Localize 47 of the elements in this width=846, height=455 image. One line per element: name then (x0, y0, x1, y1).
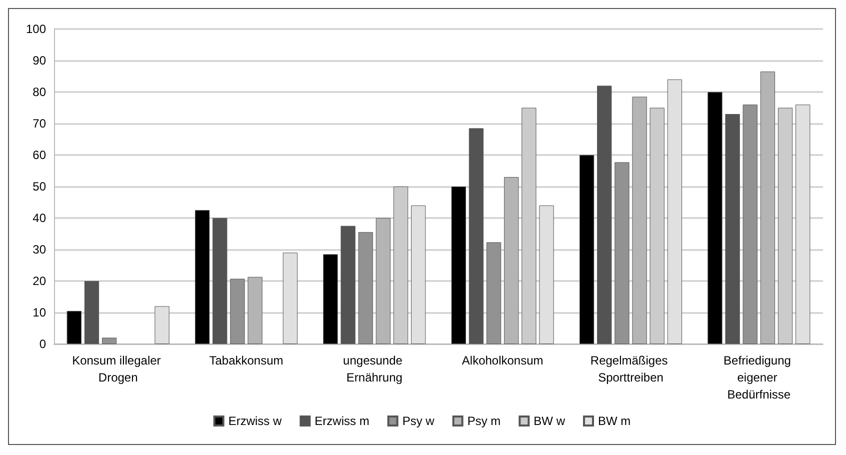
bar (451, 186, 466, 344)
bar (282, 252, 298, 344)
legend-label: Psy w (402, 414, 435, 428)
legend-label: BW w (534, 414, 566, 428)
y-tick-label: 40 (32, 211, 46, 225)
bar (102, 338, 117, 344)
y-tick-label: 80 (32, 85, 46, 99)
bar (614, 162, 630, 344)
x-tick-label: Regelmäßiges Sporttreiben (590, 354, 672, 384)
bar (725, 114, 740, 344)
bar (84, 281, 100, 344)
bar (597, 86, 612, 344)
x-tick-label: Tabakkonsum (209, 354, 284, 368)
y-tick-label: 10 (32, 306, 46, 320)
y-tick-label: 30 (32, 242, 46, 256)
y-tick-label: 20 (32, 274, 46, 288)
bar (154, 306, 170, 344)
y-tick-label: 90 (32, 54, 46, 68)
bar (358, 232, 373, 344)
y-tick-label: 0 (39, 337, 46, 351)
bar (230, 278, 245, 344)
bar (667, 79, 682, 344)
x-tick-label: Konsum illegaler Drogen (72, 354, 164, 384)
legend-label: Psy m (467, 414, 501, 428)
bar (323, 254, 338, 344)
y-tick-label: 50 (32, 180, 46, 194)
bar (579, 155, 594, 344)
legend-label: Erzwiss m (314, 414, 370, 428)
y-tick-label: 100 (26, 22, 46, 36)
bar (486, 242, 502, 344)
bar (194, 210, 210, 344)
legend-label: Erzwiss w (228, 414, 282, 428)
y-tick-label: 70 (32, 116, 46, 130)
x-tick-label: Alkoholkonsum (462, 354, 544, 368)
bar (708, 92, 722, 344)
bar (742, 104, 758, 344)
bar (66, 310, 82, 344)
bar (340, 226, 356, 344)
bar (212, 218, 228, 344)
y-tick-label: 60 (32, 148, 46, 162)
x-tick-label: ungesunde Ernährung (343, 354, 406, 384)
legend-label: BW m (598, 414, 631, 428)
bar (468, 128, 484, 344)
bar (411, 205, 426, 344)
bar (539, 205, 554, 344)
x-tick-label: Befriedigung eigener Bedürfnisse (724, 354, 794, 402)
bar (796, 104, 810, 344)
